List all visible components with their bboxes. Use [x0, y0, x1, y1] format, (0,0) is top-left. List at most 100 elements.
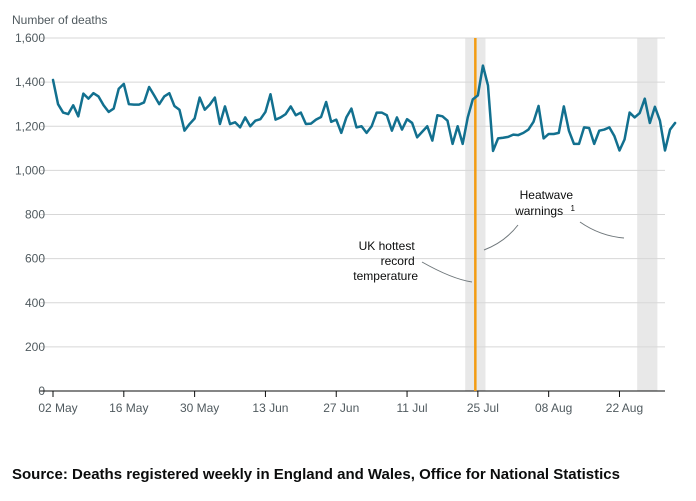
annotation-heatwave-leader-left	[483, 224, 519, 251]
data-point	[543, 137, 545, 139]
x-tick-label-22-aug: 22 Aug	[606, 401, 643, 415]
data-point	[558, 132, 560, 134]
series-line-1	[51, 64, 677, 153]
data-point	[138, 104, 140, 106]
data-point	[67, 113, 69, 115]
deaths-series	[51, 64, 677, 153]
data-point	[512, 134, 514, 136]
annotation-heatwave-leader-right	[579, 221, 625, 239]
annotation-heatwave-line-2: warnings	[514, 204, 563, 218]
x-tick-label-08-aug: 08 Aug	[535, 401, 572, 415]
x-tick-label-25-jul: 25 Jul	[467, 401, 499, 415]
data-point	[553, 133, 555, 135]
data-point	[502, 137, 504, 139]
data-point	[57, 103, 59, 105]
annotation-hottest-line-1: UK hottest	[359, 239, 416, 253]
data-point	[335, 119, 337, 121]
data-point	[118, 88, 120, 90]
data-point	[285, 113, 287, 115]
data-point	[214, 97, 216, 99]
data-point	[538, 105, 540, 107]
data-point	[497, 137, 499, 139]
data-point	[613, 135, 615, 137]
data-point	[320, 116, 322, 118]
data-point	[330, 121, 332, 123]
data-point	[77, 115, 79, 117]
data-point	[92, 92, 94, 94]
annotation-hottest-record: UK hottest record temperature	[353, 239, 418, 283]
data-point	[634, 116, 636, 118]
data-point	[411, 122, 413, 124]
data-point	[259, 118, 261, 120]
data-point	[269, 93, 271, 95]
data-point	[72, 104, 74, 106]
data-point	[431, 140, 433, 142]
data-point	[209, 104, 211, 106]
data-point	[244, 116, 246, 118]
data-point	[639, 112, 641, 114]
data-point	[396, 116, 398, 118]
data-point	[199, 97, 201, 99]
y-tick-label-1000: 1,000	[15, 163, 45, 177]
data-point	[487, 84, 489, 86]
y-tick-label-200: 200	[25, 340, 45, 354]
data-point	[366, 132, 368, 134]
x-tick-label-13-jun: 13 Jun	[252, 401, 288, 415]
data-point	[386, 114, 388, 116]
data-point	[163, 95, 165, 97]
data-point	[492, 150, 494, 152]
x-tick-label-02-may: 02 May	[38, 401, 77, 415]
data-point	[123, 83, 125, 85]
data-point	[340, 132, 342, 134]
data-point	[563, 105, 565, 107]
data-point	[345, 116, 347, 118]
y-tick-label-400: 400	[25, 296, 45, 310]
data-point	[361, 125, 363, 127]
data-point	[452, 143, 454, 145]
data-point	[355, 126, 357, 128]
data-point	[264, 111, 266, 113]
data-point	[381, 112, 383, 114]
data-point	[436, 114, 438, 116]
data-point	[568, 130, 570, 132]
data-point	[669, 129, 671, 131]
data-point	[184, 130, 186, 132]
data-point	[219, 123, 221, 125]
data-point	[624, 138, 626, 140]
data-point	[194, 118, 196, 120]
data-point	[401, 129, 403, 131]
data-point	[573, 143, 575, 145]
data-point	[280, 116, 282, 118]
data-point	[234, 121, 236, 123]
annotation-heatwave-warnings: Heatwave warnings 1	[514, 188, 576, 218]
data-point	[108, 111, 110, 113]
x-tick-label-27-jun: 27 Jun	[323, 401, 359, 415]
data-point	[350, 108, 352, 110]
data-point	[583, 126, 585, 128]
data-point	[391, 130, 393, 132]
data-point	[128, 103, 130, 105]
data-point	[52, 79, 54, 81]
x-tick-label-16-may: 16 May	[109, 401, 148, 415]
data-point	[608, 126, 610, 128]
data-point	[189, 123, 191, 125]
data-point	[143, 101, 145, 103]
data-point	[153, 94, 155, 96]
y-tick-label-800: 800	[25, 208, 45, 222]
data-point	[674, 122, 676, 124]
data-point	[249, 125, 251, 127]
data-point	[148, 86, 150, 88]
y-axis-title: Number of deaths	[12, 13, 107, 27]
data-point	[133, 104, 135, 106]
annotation-hottest-line-2: record	[381, 254, 415, 268]
data-point	[178, 109, 180, 111]
data-point	[548, 133, 550, 135]
data-point	[82, 93, 84, 95]
data-point	[507, 136, 509, 138]
data-point	[629, 112, 631, 114]
data-point	[224, 105, 226, 107]
data-point	[659, 120, 661, 122]
data-point	[300, 112, 302, 114]
data-point	[618, 150, 620, 152]
data-point	[664, 150, 666, 152]
